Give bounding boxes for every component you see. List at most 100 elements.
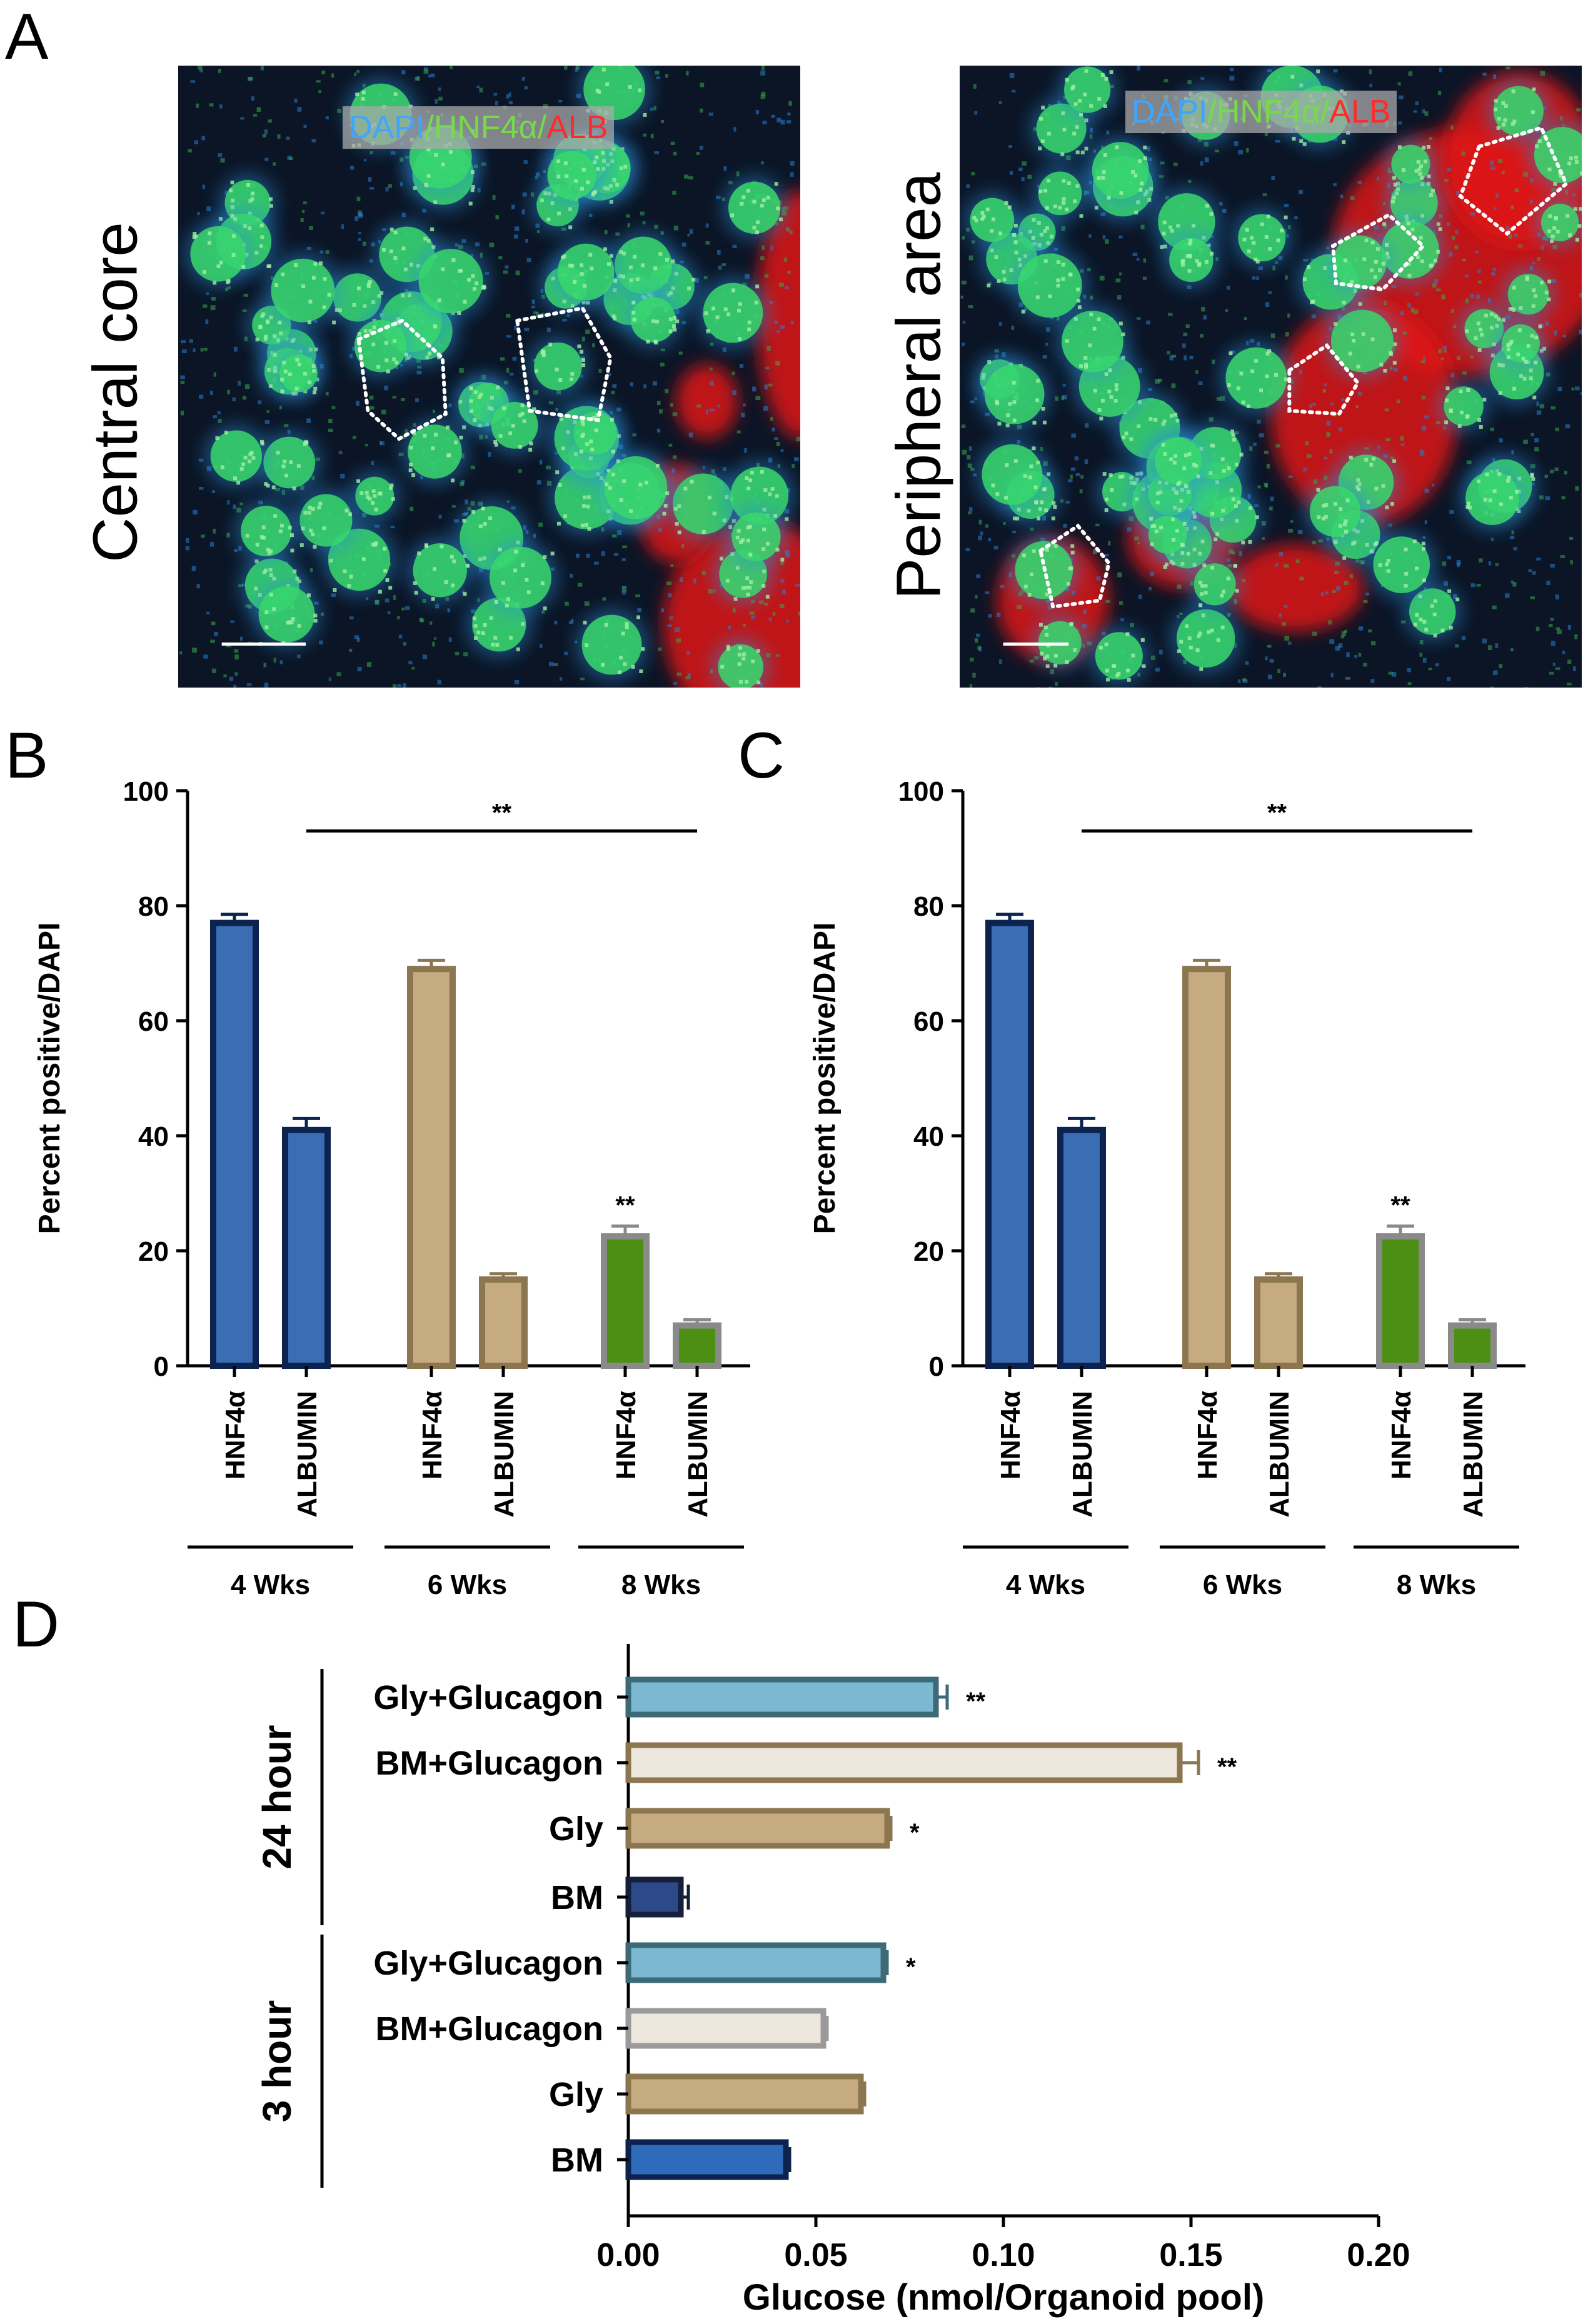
background-speckle <box>1329 639 1335 644</box>
nucleus-speckle <box>423 433 427 438</box>
nucleus-speckle <box>273 353 277 357</box>
nucleus-speckle <box>1204 584 1208 588</box>
background-speckle <box>1147 146 1150 151</box>
background-speckle <box>1505 315 1510 319</box>
background-speckle <box>358 214 363 218</box>
nucleus-speckle <box>1187 452 1192 456</box>
background-speckle <box>778 283 784 287</box>
background-speckle <box>780 561 784 565</box>
background-speckle <box>320 211 325 214</box>
nucleus-speckle <box>580 349 584 354</box>
background-speckle <box>1085 423 1089 428</box>
background-speckle <box>522 192 527 197</box>
nucleus-speckle <box>518 413 522 418</box>
background-speckle <box>1328 620 1332 625</box>
nucleus-speckle <box>262 536 266 540</box>
nucleus-speckle <box>1062 201 1066 205</box>
nucleus-speckle <box>288 372 292 376</box>
background-speckle <box>234 654 239 659</box>
nucleus-speckle <box>1415 613 1419 617</box>
background-speckle <box>1238 679 1241 683</box>
nucleus-speckle <box>677 504 681 508</box>
hnf4a-nucleus <box>1465 471 1520 525</box>
nucleus-speckle <box>254 559 259 564</box>
background-speckle <box>438 87 441 91</box>
nucleus-speckle <box>1162 231 1166 236</box>
background-speckle <box>670 141 675 145</box>
background-speckle <box>309 226 313 230</box>
background-speckle <box>1318 539 1323 543</box>
nucleus-speckle <box>585 523 588 527</box>
background-speckle <box>584 601 590 606</box>
nucleus-speckle <box>1393 342 1397 346</box>
background-speckle <box>1432 283 1437 288</box>
nucleus-speckle <box>556 159 560 163</box>
nucleus-speckle <box>290 533 294 538</box>
nucleus-speckle <box>1180 259 1185 264</box>
background-speckle <box>1504 593 1510 598</box>
background-speckle <box>191 566 196 571</box>
nucleus-speckle <box>726 312 731 316</box>
nucleus-speckle <box>383 546 387 551</box>
background-speckle <box>354 635 359 639</box>
nucleus-speckle <box>655 463 660 468</box>
background-speckle <box>1234 141 1239 146</box>
bar <box>625 2008 827 2049</box>
background-speckle <box>1204 157 1209 163</box>
nucleus-speckle <box>1045 664 1050 668</box>
background-speckle <box>198 66 203 70</box>
background-speckle <box>615 232 620 236</box>
nucleus-speckle <box>1187 636 1192 641</box>
background-speckle <box>1435 288 1441 292</box>
nucleus-speckle <box>1102 472 1107 476</box>
background-speckle <box>771 428 775 432</box>
nucleus-speckle <box>715 315 720 319</box>
nucleus-speckle <box>622 251 626 256</box>
nucleus-speckle <box>1444 420 1449 424</box>
x-tick-label: 0.20 <box>1347 2237 1410 2273</box>
background-speckle <box>770 246 773 251</box>
nucleus-speckle <box>279 331 283 336</box>
nucleus-speckle <box>408 468 413 473</box>
nucleus-speckle <box>1188 238 1193 243</box>
panel-letter-c: C <box>738 719 785 792</box>
nucleus-speckle <box>1106 678 1110 682</box>
nucleus-speckle <box>1148 417 1153 421</box>
background-speckle <box>733 127 736 132</box>
nucleus-speckle <box>371 501 375 505</box>
nucleus-speckle <box>1299 139 1304 143</box>
nucleus-speckle <box>269 593 274 597</box>
nucleus-speckle <box>1171 561 1175 566</box>
background-speckle <box>1455 644 1459 648</box>
nucleus-speckle <box>1530 474 1534 478</box>
nucleus-speckle <box>368 329 373 333</box>
nucleus-speckle <box>1192 511 1196 515</box>
background-speckle <box>1499 438 1503 443</box>
nucleus-speckle <box>1524 359 1528 364</box>
nucleus-speckle <box>556 174 561 179</box>
significance-label: ** <box>1267 799 1287 826</box>
background-speckle <box>681 321 686 324</box>
background-speckle <box>397 616 400 619</box>
nucleus-speckle <box>540 351 545 355</box>
nucleus-speckle <box>1334 322 1338 326</box>
nucleus-speckle <box>1222 589 1226 594</box>
nucleus-speckle <box>1568 233 1572 238</box>
background-speckle <box>209 103 214 107</box>
x-category-label: ALBUMIN <box>683 1391 713 1518</box>
background-speckle <box>239 502 243 506</box>
background-speckle <box>523 160 528 164</box>
background-speckle <box>1335 646 1340 651</box>
nucleus-speckle <box>1374 541 1379 545</box>
nucleus-speckle <box>1129 476 1133 480</box>
background-speckle <box>1282 622 1287 626</box>
nucleus-speckle <box>1235 589 1239 593</box>
nucleus-speckle <box>1098 646 1103 650</box>
nucleus-speckle <box>1175 529 1179 533</box>
nucleus-speckle <box>1550 234 1555 239</box>
nucleus-speckle <box>1268 247 1272 251</box>
background-speckle <box>1009 73 1015 78</box>
background-speckle <box>703 276 708 279</box>
nucleus-speckle <box>574 179 578 183</box>
nucleus-speckle <box>487 406 491 410</box>
